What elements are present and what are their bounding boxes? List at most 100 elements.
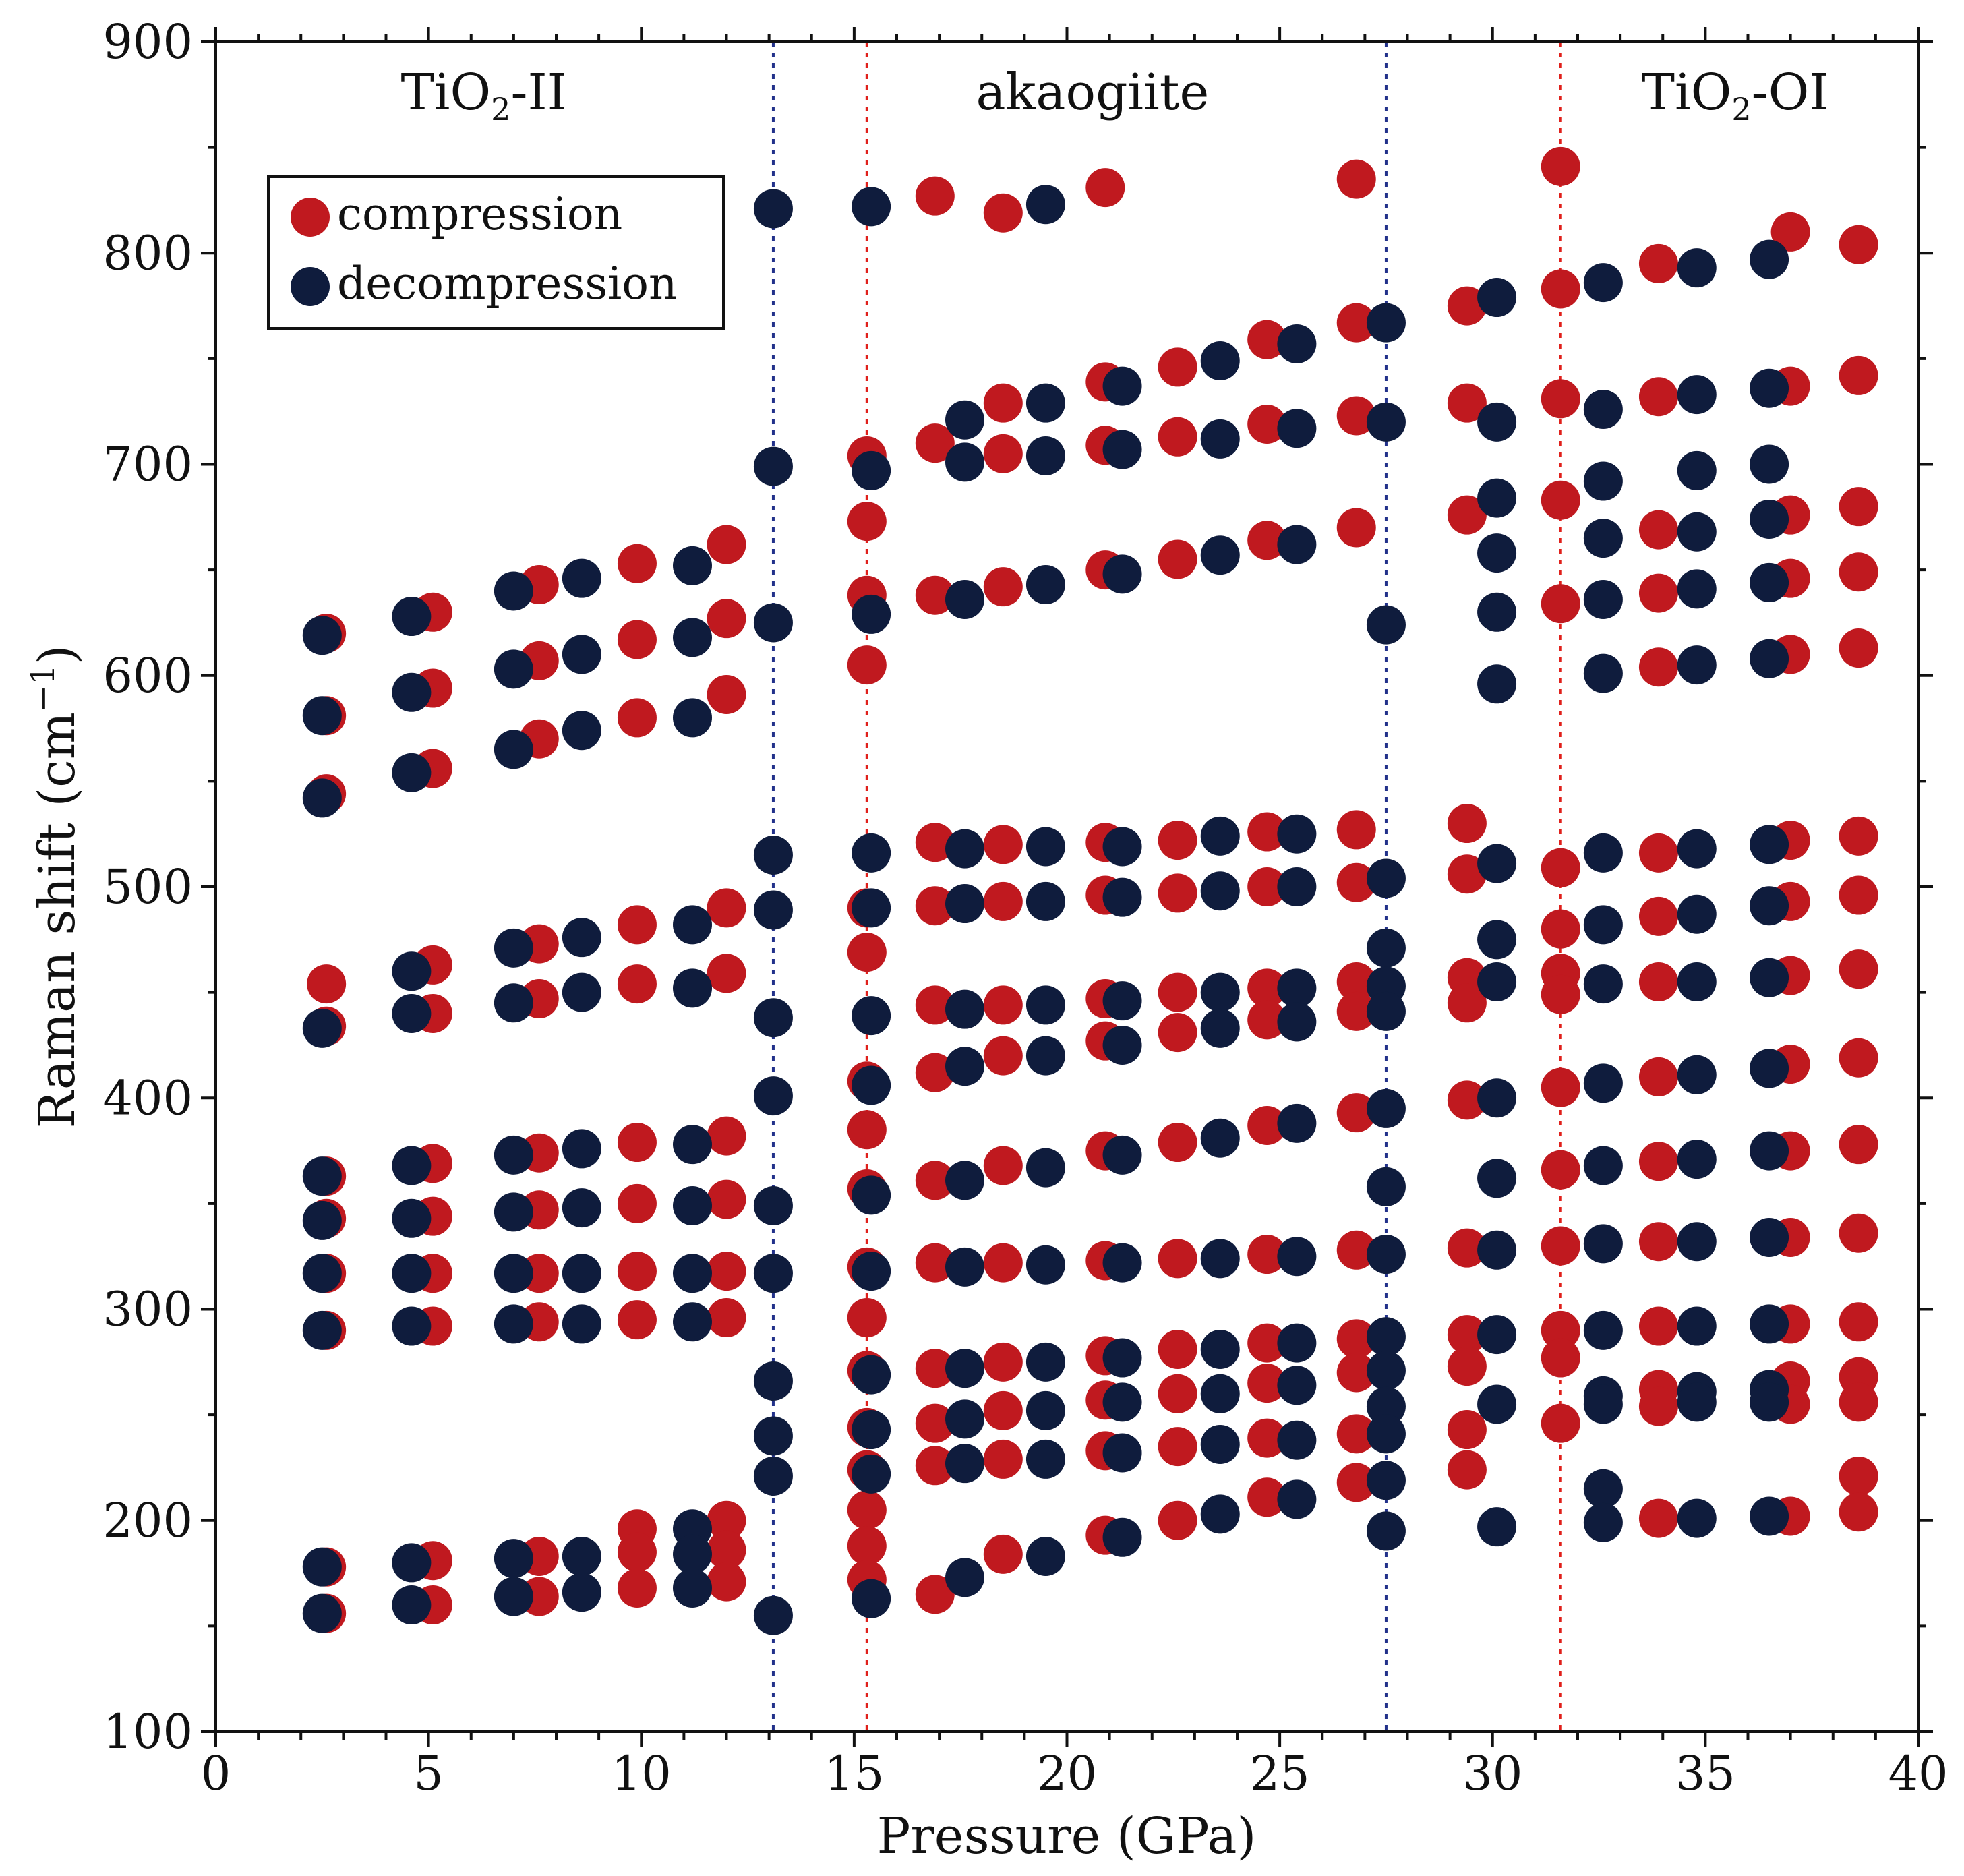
- compression-point: [983, 881, 1023, 921]
- decompression-point: [1025, 185, 1065, 225]
- decompression-point: [392, 1306, 432, 1346]
- compression-point: [847, 1490, 887, 1530]
- decompression-point: [562, 1573, 601, 1612]
- decompression-point: [1477, 402, 1517, 442]
- compression-point: [707, 1500, 746, 1540]
- decompression-point: [852, 187, 891, 227]
- decompression-point: [494, 983, 533, 1023]
- decompression-point: [673, 1302, 712, 1342]
- compression-point: [983, 1146, 1023, 1185]
- decompression-point: [1277, 525, 1317, 564]
- compression-point: [1638, 243, 1678, 283]
- compression-point: [707, 954, 746, 993]
- decompression-point: [1583, 1502, 1623, 1542]
- decompression-point: [1200, 419, 1240, 459]
- decompression-point: [1750, 562, 1789, 602]
- decompression-point: [1277, 1323, 1317, 1363]
- decompression-point: [1102, 1135, 1142, 1175]
- compression-point: [617, 964, 657, 1004]
- decompression-point: [1750, 444, 1789, 484]
- decompression-point: [1477, 1159, 1517, 1198]
- decompression-point: [1677, 1382, 1717, 1422]
- compression-point: [847, 1110, 887, 1150]
- decompression-point: [753, 1361, 793, 1401]
- decompression-point: [852, 1065, 891, 1105]
- decompression-point: [1750, 1217, 1789, 1257]
- decompression-point: [1025, 1148, 1065, 1188]
- y-tick-label-600: 600: [102, 648, 193, 703]
- decompression-point: [494, 649, 533, 689]
- compression-point: [1336, 1414, 1376, 1454]
- decompression-point: [1750, 639, 1789, 678]
- decompression-point: [1583, 833, 1623, 873]
- compression-point: [983, 434, 1023, 473]
- legend-label-decompression: decompression: [337, 258, 678, 310]
- compression-point: [1541, 1226, 1580, 1266]
- y-tick-label-300: 300: [102, 1282, 193, 1337]
- decompression-point: [494, 1135, 533, 1175]
- decompression-point: [302, 1156, 342, 1196]
- compression-point: [1839, 225, 1878, 264]
- decompression-point: [1583, 964, 1623, 1004]
- x-tick-label-5: 5: [413, 1746, 444, 1801]
- decompression-point: [302, 616, 342, 655]
- decompression-point: [1583, 519, 1623, 558]
- compression-point: [1447, 495, 1487, 535]
- compression-point: [707, 1116, 746, 1156]
- decompression-point: [673, 546, 712, 585]
- decompression-point: [1366, 928, 1406, 968]
- compression-point: [617, 1252, 657, 1291]
- y-axis-label-superscript: −1: [24, 664, 62, 712]
- decompression-point: [1025, 1036, 1065, 1076]
- decompression-point: [1750, 1382, 1789, 1422]
- compression-point: [983, 1439, 1023, 1479]
- decompression-point: [1025, 881, 1065, 921]
- decompression-point: [494, 571, 533, 611]
- data-points: [302, 146, 1878, 1635]
- decompression-point: [562, 1129, 601, 1169]
- decompression-point: [1583, 1146, 1623, 1185]
- decompression-point: [1583, 461, 1623, 501]
- decompression-point: [1583, 1224, 1623, 1264]
- compression-point: [1336, 1463, 1376, 1502]
- decompression-point: [1583, 1384, 1623, 1424]
- compression-point: [1541, 1150, 1580, 1190]
- decompression-point: [1677, 1498, 1717, 1538]
- compression-point: [1247, 1323, 1287, 1363]
- decompression-point: [1677, 1140, 1717, 1179]
- decompression-point: [1025, 985, 1065, 1025]
- decompression-point: [1750, 368, 1789, 408]
- compression-point: [983, 383, 1023, 423]
- compression-point: [1541, 1403, 1580, 1443]
- compression-point: [915, 886, 955, 926]
- compression-point: [1839, 1213, 1878, 1253]
- decompression-point: [562, 918, 601, 958]
- decompression-point: [1102, 1338, 1142, 1378]
- compression-point: [847, 1298, 887, 1338]
- x-tick-label-35: 35: [1675, 1746, 1735, 1801]
- compression-point: [1158, 1123, 1197, 1163]
- decompression-point: [1366, 1167, 1406, 1206]
- decompression-point: [1200, 1008, 1240, 1048]
- y-tick-label-100: 100: [102, 1704, 193, 1759]
- compression-point: [1839, 552, 1878, 592]
- compression-point: [915, 1575, 955, 1614]
- compression-point: [915, 176, 955, 216]
- compression-point: [617, 698, 657, 738]
- decompression-point: [673, 1125, 712, 1165]
- decompression-point: [1477, 962, 1517, 1001]
- compression-point: [1541, 480, 1580, 520]
- compression-point: [915, 1403, 955, 1443]
- decompression-point: [852, 1579, 891, 1618]
- compression-point: [1839, 1302, 1878, 1342]
- compression-point: [707, 525, 746, 564]
- decompression-point: [852, 1355, 891, 1395]
- decompression-point: [753, 836, 793, 875]
- compression-point: [707, 1562, 746, 1602]
- decompression-point: [494, 928, 533, 968]
- x-tick-label-30: 30: [1462, 1746, 1522, 1801]
- axis-ticks: 0 5 10 15 20 25 30 35 40 100 200 300 400 500 600 700 800…: [102, 14, 1948, 1801]
- compression-point: [1158, 1013, 1197, 1053]
- legend-label-compression: compression: [337, 188, 622, 240]
- compression-point: [915, 985, 955, 1025]
